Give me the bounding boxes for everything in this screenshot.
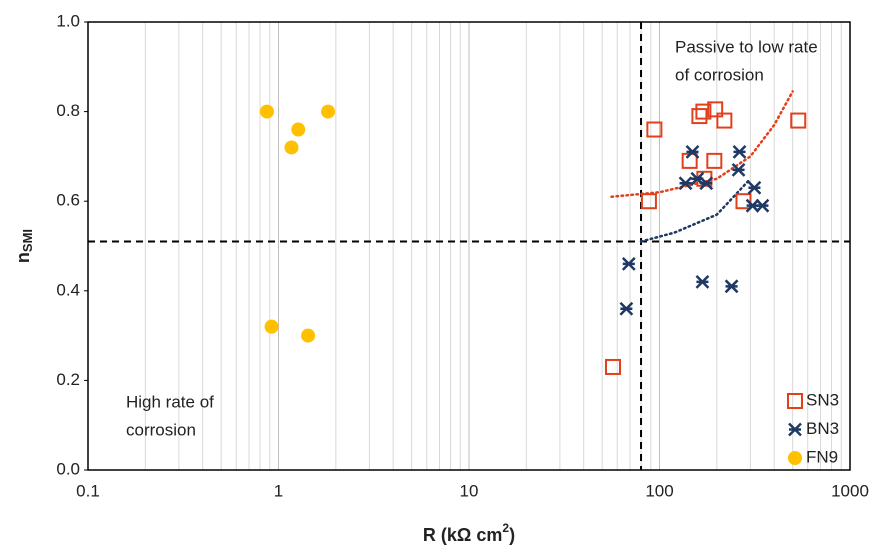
legend-label: SN3 (806, 390, 839, 409)
marker (284, 140, 299, 155)
marker (716, 112, 733, 129)
trendline (639, 177, 752, 243)
x-tick-label: 10 (460, 481, 479, 500)
plot-border (87, 21, 851, 471)
marker (619, 301, 634, 316)
marker (301, 328, 316, 343)
legend-label: FN9 (806, 447, 838, 466)
annotation: of corrosion (675, 65, 764, 84)
x-tick-label: 0.1 (76, 481, 100, 500)
legend-label: BN3 (806, 419, 839, 438)
y-axis-label: nSMI (13, 229, 36, 263)
x-axis-label: R (kΩ cm2) (423, 521, 515, 545)
marker (678, 176, 693, 191)
marker (621, 257, 636, 271)
x-tick-label: 100 (645, 481, 673, 500)
marker (735, 193, 752, 210)
marker (291, 122, 306, 137)
annotation: High rate of (126, 392, 214, 411)
marker (646, 121, 663, 138)
marker (640, 193, 657, 210)
marker (691, 108, 708, 125)
marker (685, 145, 700, 159)
marker (724, 279, 739, 294)
y-tick-label: 1.0 (56, 11, 80, 30)
marker (695, 274, 710, 289)
legend-marker (788, 451, 802, 465)
marker (695, 103, 712, 120)
legend-marker (787, 393, 803, 409)
y-tick-label: 0.4 (56, 280, 80, 299)
x-tick-label: 1 (274, 481, 283, 500)
marker (707, 101, 724, 118)
y-tick-label: 0.0 (56, 459, 80, 478)
legend-marker (788, 422, 802, 437)
marker (699, 176, 714, 191)
x-label-main: R (kΩ cm (423, 525, 502, 545)
y-tick-label: 0.2 (56, 370, 80, 389)
y-tick-label: 0.8 (56, 101, 80, 120)
marker (755, 198, 770, 213)
x-label-sup: 2 (502, 521, 509, 535)
marker (604, 358, 621, 375)
y-label-main: n (13, 252, 33, 263)
y-tick-label: 0.6 (56, 191, 80, 210)
x-label-end: ) (509, 525, 515, 545)
marker (706, 152, 723, 169)
marker (731, 162, 746, 177)
marker (259, 104, 274, 119)
annotation: Passive to low rate (675, 37, 818, 56)
y-label-sub: SMI (20, 229, 35, 252)
marker (790, 112, 807, 129)
trendline (610, 90, 794, 198)
marker (321, 104, 336, 119)
annotation: corrosion (126, 420, 196, 439)
marker (264, 319, 279, 334)
x-tick-label: 1000 (831, 481, 869, 500)
marker (732, 145, 747, 159)
marker (747, 180, 762, 195)
